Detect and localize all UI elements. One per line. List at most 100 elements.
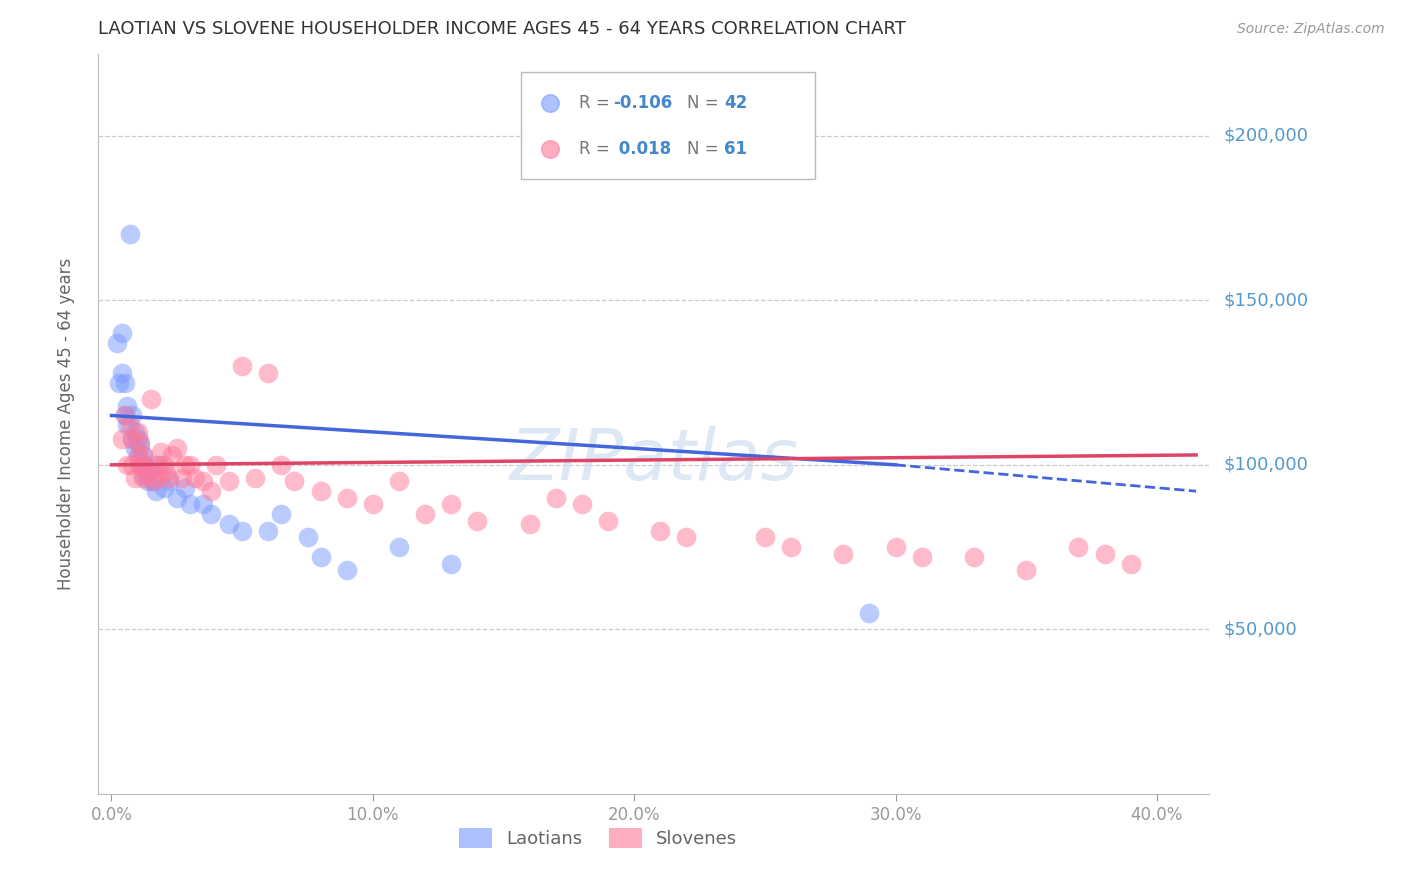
Point (218, 517, 240, 532)
Point (1119, 557, 1142, 571)
Point (1067, 540, 1090, 554)
Point (270, 507, 292, 521)
Point (297, 530, 319, 544)
Point (121, 458, 143, 472)
Point (1164, 787, 1187, 801)
Text: $150,000: $150,000 (1223, 292, 1308, 310)
Point (129, 458, 152, 472)
Text: $200,000: $200,000 (1223, 127, 1308, 145)
Point (115, 418, 138, 433)
Point (200, 507, 222, 521)
Text: N =: N = (688, 140, 724, 158)
Text: ZIPatlas: ZIPatlas (509, 426, 799, 495)
Point (218, 475, 240, 489)
Point (129, 434, 152, 449)
Point (134, 458, 156, 472)
Point (780, 540, 803, 554)
Point (132, 471, 155, 485)
Point (118, 227, 141, 242)
Point (145, 484, 167, 499)
Point (571, 497, 593, 511)
Point (114, 376, 136, 390)
Point (114, 409, 136, 423)
Point (139, 464, 162, 478)
Point (191, 475, 214, 489)
Point (184, 471, 207, 485)
Point (124, 442, 146, 456)
Text: 61: 61 (724, 140, 747, 158)
Point (121, 432, 143, 446)
Point (179, 458, 201, 472)
Point (544, 491, 567, 505)
Point (150, 444, 173, 458)
Point (160, 448, 183, 462)
Point (129, 438, 152, 452)
Point (132, 448, 155, 462)
Point (283, 475, 305, 489)
Point (179, 497, 201, 511)
Point (650, 524, 672, 538)
Point (142, 475, 165, 489)
Point (127, 425, 149, 439)
Point (105, 336, 128, 351)
Point (170, 471, 193, 485)
Y-axis label: Householder Income Ages 45 - 64 years: Householder Income Ages 45 - 64 years (56, 258, 75, 590)
Point (166, 442, 188, 456)
Point (884, 540, 907, 554)
Point (148, 458, 170, 472)
Point (467, 514, 489, 528)
Point (413, 507, 436, 521)
Point (832, 547, 855, 561)
Point (152, 481, 174, 495)
Point (111, 366, 134, 380)
Text: $100,000: $100,000 (1223, 456, 1308, 474)
Point (157, 475, 180, 489)
Point (257, 524, 280, 538)
Text: N =: N = (688, 94, 724, 112)
Point (388, 475, 411, 489)
Point (858, 606, 880, 620)
Legend: Laotians, Slovenes: Laotians, Slovenes (451, 821, 745, 855)
Point (257, 366, 280, 380)
Point (336, 491, 359, 505)
Point (111, 326, 134, 341)
Point (205, 458, 228, 472)
Point (191, 497, 214, 511)
Text: $50,000: $50,000 (1223, 620, 1296, 639)
Point (519, 517, 541, 532)
Point (1094, 547, 1116, 561)
Point (388, 540, 411, 554)
Point (675, 530, 697, 544)
Point (124, 471, 146, 485)
Text: R =: R = (579, 94, 616, 112)
Point (108, 376, 131, 390)
Point (336, 563, 359, 577)
Point (115, 399, 138, 413)
Point (173, 481, 195, 495)
Point (440, 497, 463, 511)
Point (114, 409, 136, 423)
Text: 0.018: 0.018 (613, 140, 671, 158)
FancyBboxPatch shape (520, 72, 815, 179)
Point (1015, 563, 1038, 577)
Text: Source: ZipAtlas.com: Source: ZipAtlas.com (1237, 22, 1385, 37)
Point (157, 471, 180, 485)
Point (127, 448, 149, 462)
Point (142, 475, 165, 489)
Point (152, 458, 174, 472)
Point (911, 549, 934, 564)
Point (118, 418, 141, 433)
Point (111, 432, 134, 446)
Point (148, 471, 170, 485)
Point (132, 467, 155, 482)
Point (134, 458, 156, 472)
Point (270, 458, 292, 472)
Text: LAOTIAN VS SLOVENE HOUSEHOLDER INCOME AGES 45 - 64 YEARS CORRELATION CHART: LAOTIAN VS SLOVENE HOUSEHOLDER INCOME AG… (98, 21, 907, 38)
Point (754, 530, 776, 544)
Point (136, 475, 159, 489)
Point (121, 409, 143, 423)
Point (231, 359, 253, 373)
Point (155, 464, 177, 478)
Point (145, 458, 167, 472)
Text: R =: R = (579, 140, 616, 158)
